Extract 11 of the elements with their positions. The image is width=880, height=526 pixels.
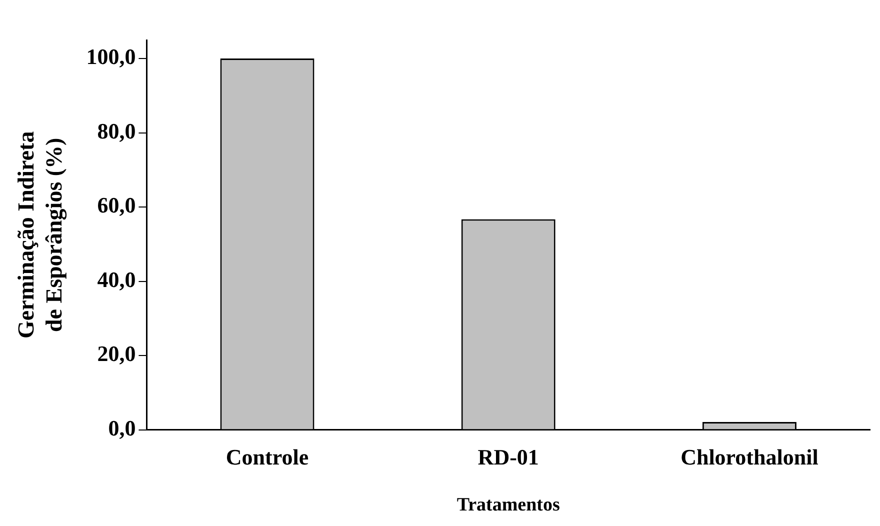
- y-tick-label: 80,0: [97, 118, 136, 144]
- x-tick-label: Controle: [226, 444, 309, 470]
- y-tick-label: 40,0: [97, 266, 136, 292]
- y-tick-label: 20,0: [97, 341, 136, 366]
- y-tick-label: 0,0: [108, 415, 136, 440]
- x-axis-title: Tratamentos: [456, 494, 560, 516]
- x-tick-label: RD-01: [478, 444, 539, 470]
- y-axis-title: Germinação Indireta de Esporângios (%): [14, 130, 68, 338]
- x-tick-label: Chlorothalonil: [680, 444, 818, 470]
- y-tick-label: 60,0: [97, 192, 136, 218]
- y-tick-label: 100,0: [86, 44, 136, 70]
